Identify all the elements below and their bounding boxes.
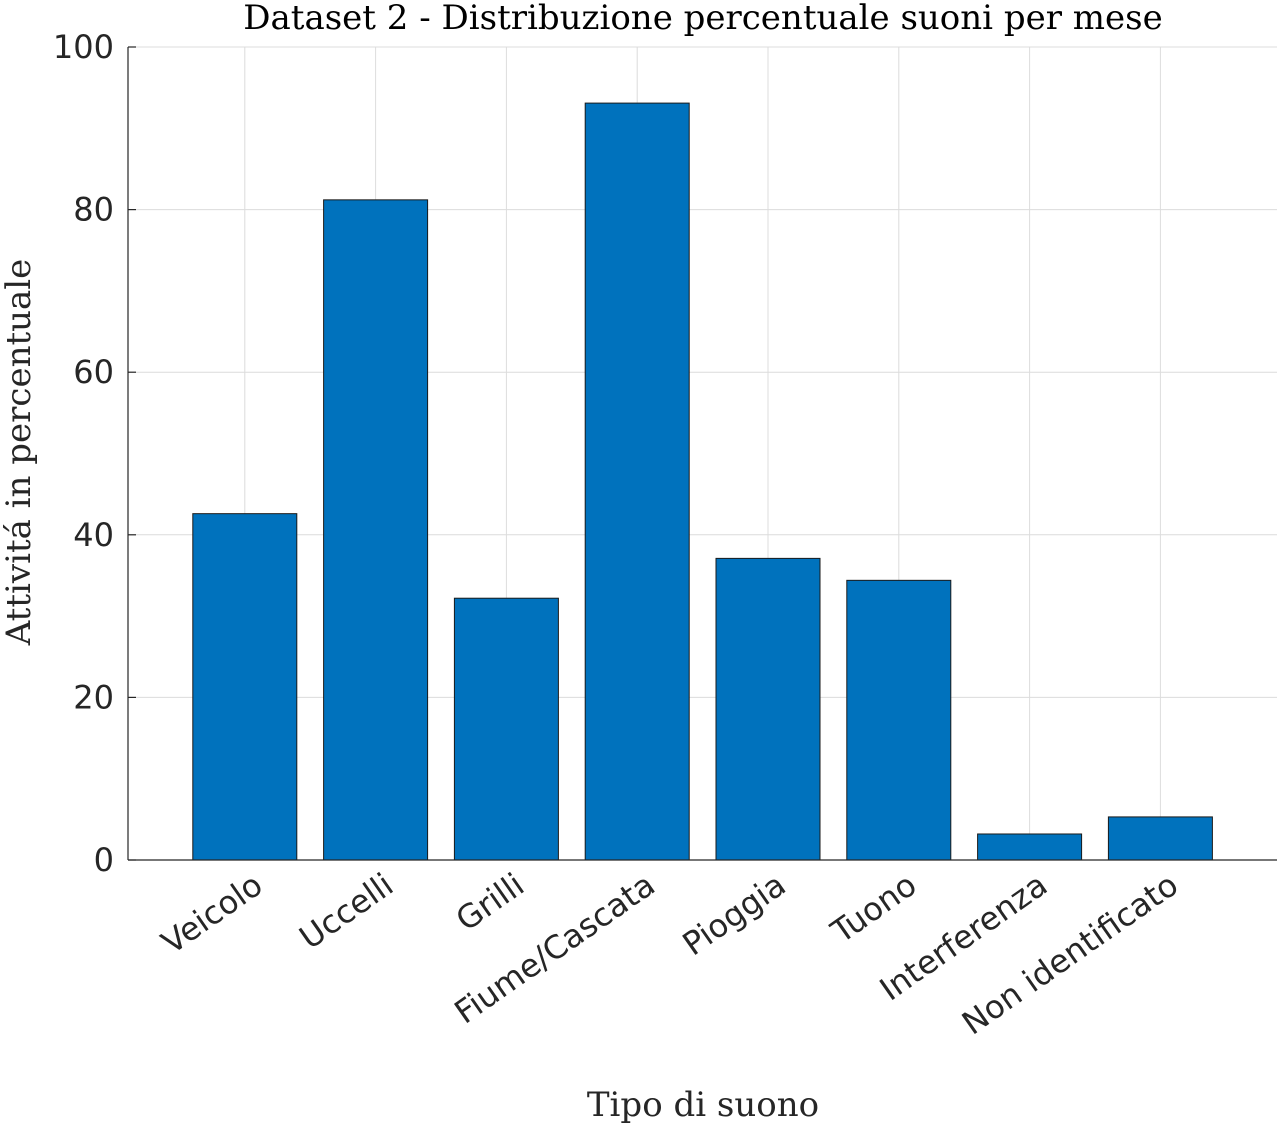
- bar-grilli: [453, 597, 559, 861]
- bars: [192, 102, 1213, 861]
- grid: [128, 46, 1277, 861]
- bar-fiume-cascata: [584, 102, 690, 861]
- bar-pioggia: [715, 557, 821, 861]
- y-tick-label: 60: [73, 353, 114, 391]
- y-tick-label: 20: [73, 678, 114, 716]
- y-tick-label: 100: [53, 28, 114, 66]
- y-tick-labels: 0 20 40 60 80 100: [53, 28, 114, 879]
- x-tick-label: Pioggia: [676, 865, 793, 963]
- x-tick-label: Non identificato: [955, 865, 1185, 1042]
- x-tick-label: Uccelli: [292, 865, 400, 956]
- bar-non-identificato: [1107, 816, 1213, 861]
- chart-title: Dataset 2 - Distribuzione percentuale su…: [243, 0, 1162, 38]
- bar-veicolo: [192, 513, 298, 861]
- axes: [127, 47, 1277, 861]
- y-tick-label: 40: [73, 516, 114, 554]
- x-tick-label: Veicolo: [155, 865, 270, 961]
- x-tick-label: Grilli: [449, 865, 531, 938]
- bar-tuono: [846, 579, 952, 861]
- y-axis-label: Attivitá in percentuale: [0, 259, 39, 647]
- y-tick-label: 80: [73, 191, 114, 229]
- x-tick-label: Tuono: [823, 865, 923, 951]
- bar-interferenza: [977, 833, 1083, 861]
- bar-uccelli: [323, 199, 429, 861]
- x-axis-label: Tipo di suono: [587, 1085, 819, 1125]
- y-tick-label: 0: [94, 841, 114, 879]
